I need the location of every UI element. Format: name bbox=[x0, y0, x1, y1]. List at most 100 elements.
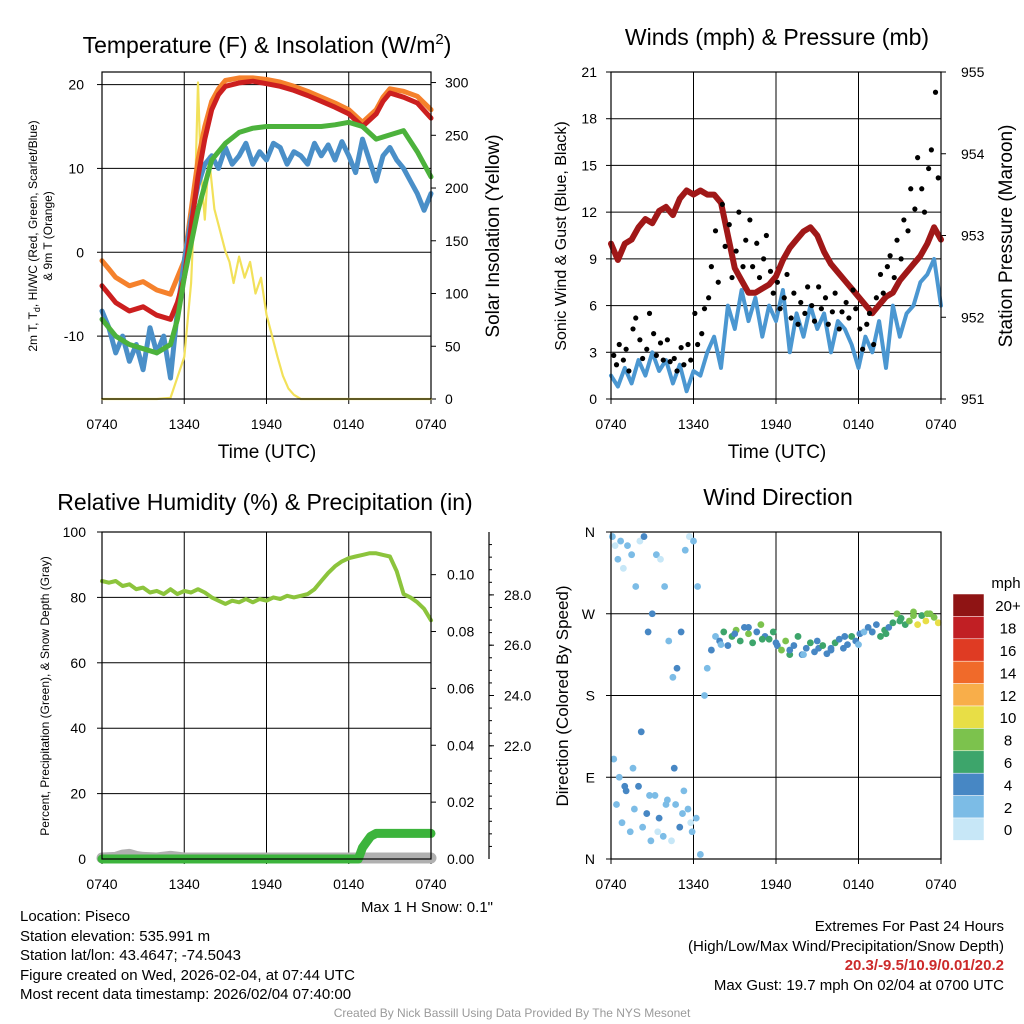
direction-point bbox=[877, 633, 884, 640]
direction-point bbox=[624, 542, 631, 550]
gust-point bbox=[685, 341, 691, 348]
colorbar-label: 10 bbox=[1000, 710, 1017, 727]
gust-point bbox=[818, 306, 824, 312]
gust-point bbox=[667, 359, 673, 365]
gust-point bbox=[761, 256, 767, 262]
direction-point bbox=[918, 612, 926, 619]
temp-ytick-label: -10 bbox=[64, 328, 84, 344]
gust-point bbox=[839, 309, 845, 315]
temp-ytick-right-label: 50 bbox=[445, 338, 461, 354]
direction-point bbox=[644, 628, 652, 636]
dir-title: Wind Direction bbox=[703, 484, 853, 510]
colorbar-label: 4 bbox=[1004, 777, 1012, 794]
dir-ytick-label: W bbox=[582, 606, 596, 622]
wind-ytick-label: 15 bbox=[581, 157, 597, 173]
rh-ytick-label: 100 bbox=[63, 524, 87, 540]
gust-point bbox=[681, 362, 687, 368]
direction-point bbox=[626, 828, 634, 836]
direction-point bbox=[806, 639, 814, 647]
direction-point bbox=[688, 828, 696, 836]
gust-point bbox=[912, 206, 918, 212]
colorbar-swatch bbox=[952, 616, 985, 640]
colorbar-swatch bbox=[952, 817, 985, 841]
colorbar-swatch bbox=[952, 638, 985, 662]
wind-xtick-label: 0740 bbox=[925, 416, 956, 432]
dir-xtick-label: 0740 bbox=[595, 876, 626, 892]
direction-point bbox=[637, 728, 645, 736]
wind-xtick-label: 0740 bbox=[595, 416, 626, 432]
direction-point bbox=[696, 851, 704, 858]
direction-point bbox=[848, 633, 856, 640]
wind-ytick-label: 9 bbox=[589, 251, 597, 267]
direction-point bbox=[844, 641, 851, 649]
direction-point bbox=[889, 619, 897, 627]
extremes-subheading: (High/Low/Max Wind/Precipitation/Snow De… bbox=[688, 937, 1004, 955]
colorbar-swatch bbox=[952, 660, 985, 684]
direction-point bbox=[684, 805, 692, 813]
gust-point bbox=[616, 341, 622, 348]
gust-point bbox=[809, 302, 815, 309]
direction-point bbox=[864, 623, 872, 631]
direction-point bbox=[882, 630, 890, 638]
gust-point bbox=[846, 315, 852, 321]
snow-ytick-label: 26.0 bbox=[504, 637, 531, 653]
direction-point bbox=[794, 633, 802, 640]
wind-ytick-label: 21 bbox=[581, 64, 597, 80]
precip-ytick-label: 0.00 bbox=[447, 851, 474, 867]
temp-xtick-label: 0740 bbox=[86, 416, 117, 432]
temp-ytick-label: 10 bbox=[68, 160, 84, 176]
direction-point bbox=[819, 642, 827, 649]
direction-point bbox=[712, 633, 719, 640]
snow-note: Max 1 H Snow: 0.1" bbox=[361, 899, 493, 916]
rh-ytick-label: 80 bbox=[70, 589, 86, 605]
direction-point bbox=[629, 764, 637, 772]
gust-point bbox=[674, 368, 680, 374]
wind-ytick-right-label: 954 bbox=[961, 146, 985, 162]
direction-point bbox=[618, 819, 626, 827]
gust-point bbox=[825, 321, 831, 327]
wind-ytick-right-label: 951 bbox=[961, 391, 985, 407]
gust-point bbox=[921, 209, 928, 215]
direction-point bbox=[835, 635, 843, 643]
direction-point bbox=[646, 792, 653, 799]
colorbar-swatch bbox=[952, 705, 985, 729]
gust-point bbox=[877, 271, 884, 278]
temp-xtick-label: 1340 bbox=[169, 416, 200, 432]
gust-point bbox=[626, 368, 632, 374]
rh-ytick-label: 60 bbox=[70, 655, 86, 671]
snow-ytick-label: 24.0 bbox=[504, 688, 531, 704]
gust-point bbox=[805, 284, 811, 290]
dir-ylabel: Direction (Colored By Speed) bbox=[553, 585, 572, 806]
direction-point bbox=[657, 555, 664, 563]
gust-point bbox=[905, 228, 911, 234]
direction-point bbox=[630, 805, 638, 813]
colorbar-label: 12 bbox=[1000, 688, 1017, 705]
direction-point bbox=[701, 692, 708, 699]
gust-point bbox=[935, 175, 941, 181]
direction-point bbox=[687, 819, 695, 827]
credit-text: Created By Nick Bassill Using Data Provi… bbox=[333, 1006, 691, 1020]
temp-frame: 0740 1340 1940 0140 0740 bbox=[86, 72, 447, 432]
direction-point bbox=[893, 610, 901, 618]
gust-point bbox=[743, 237, 749, 243]
gust-point bbox=[719, 201, 725, 207]
gust-point bbox=[688, 357, 694, 363]
rh-ytick-label: 20 bbox=[70, 786, 86, 802]
direction-point bbox=[765, 635, 773, 643]
gust-point bbox=[928, 147, 934, 153]
direction-point bbox=[717, 641, 725, 649]
direction-point bbox=[786, 646, 794, 654]
direction-point bbox=[827, 644, 835, 652]
colorbar-label: 0 bbox=[1004, 822, 1012, 839]
direction-point bbox=[749, 639, 757, 647]
direction-point bbox=[654, 828, 662, 836]
dir-frame: 0740 1340 1940 0140 0740 bbox=[595, 532, 957, 892]
gust-point bbox=[678, 345, 684, 351]
direction-point bbox=[790, 642, 798, 649]
colorbar-label: 16 bbox=[1000, 643, 1017, 660]
gust-point bbox=[646, 310, 653, 316]
direction-point bbox=[757, 621, 765, 629]
precip-ytick-label: 0.08 bbox=[447, 624, 474, 640]
humidity-line bbox=[100, 551, 433, 623]
gust-point bbox=[802, 310, 808, 316]
